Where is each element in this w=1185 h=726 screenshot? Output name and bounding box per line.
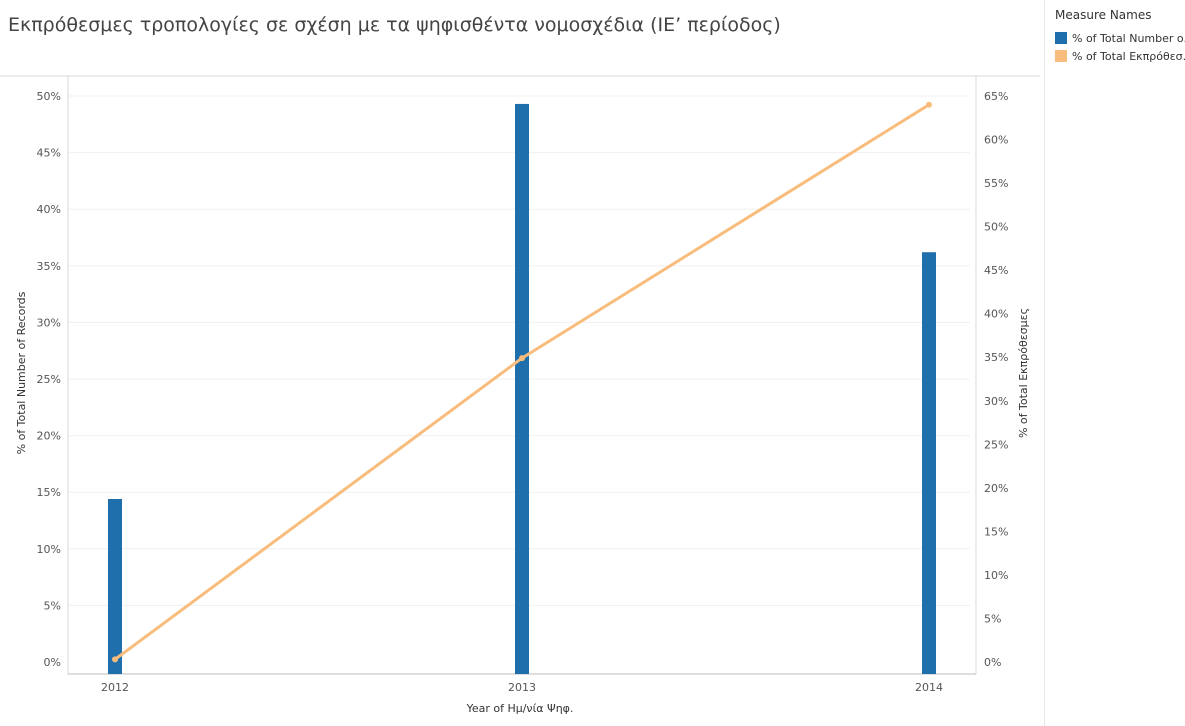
- y-tick-label-right: 15%: [984, 525, 1008, 538]
- y-tick-label-right: 0%: [984, 656, 1001, 669]
- x-axis-title: Year of Ημ/νία Ψηφ.: [466, 702, 574, 715]
- right-axis-ticks: 0% 5% 10% 15% 20% 25% 30% 35% 40% 45% 50% 55% 60% 65%: [984, 90, 1008, 669]
- legend-item-line[interactable]: % of Total Εκπρόθεσ..: [1055, 47, 1185, 65]
- line-point[interactable]: [519, 355, 525, 362]
- chart-title: Εκπρόθεσμες τροπολογίες σε σχέση με τα ψ…: [8, 14, 781, 36]
- line-point[interactable]: [926, 101, 932, 108]
- y-tick-label-left: 10%: [37, 543, 61, 556]
- y-tick-label-left: 0%: [44, 656, 61, 669]
- y-tick-label-right: 35%: [984, 351, 1008, 364]
- legend-swatch-bars: [1055, 32, 1067, 44]
- legend-label-line: % of Total Εκπρόθεσ..: [1072, 49, 1185, 63]
- y-tick-label-right: 20%: [984, 482, 1008, 495]
- y-tick-label-right: 5%: [984, 612, 1001, 625]
- y-tick-label-right: 40%: [984, 308, 1008, 321]
- y-tick-label-right: 55%: [984, 177, 1008, 190]
- y-tick-label-left: 15%: [37, 486, 61, 499]
- y-tick-label-right: 25%: [984, 438, 1008, 451]
- bar[interactable]: [108, 498, 122, 674]
- bar-series: [108, 103, 936, 674]
- y-tick-label-left: 20%: [37, 430, 61, 443]
- y-tick-label-right: 30%: [984, 395, 1008, 408]
- legend-label-bars: % of Total Number o..: [1072, 31, 1185, 45]
- y-tick-label-left: 40%: [37, 203, 61, 216]
- line-series: [112, 101, 932, 663]
- y-tick-label-left: 45%: [37, 147, 61, 160]
- y-tick-label-right: 60%: [984, 134, 1008, 147]
- legend-panel: Measure Names % of Total Number o.. % of…: [1044, 0, 1185, 726]
- chart: 0% 5% 10% 15% 20% 25% 30% 35% 40% 45% 50% 0% 5% 10% 1…: [0, 75, 1040, 715]
- legend-title: Measure Names: [1055, 8, 1152, 22]
- y-tick-label-left: 5%: [44, 599, 61, 612]
- x-tick-label: 2013: [508, 681, 536, 694]
- y-axis-title-left: % of Total Number of Records: [15, 291, 28, 454]
- legend-item-bars[interactable]: % of Total Number o..: [1055, 29, 1185, 47]
- y-tick-label-left: 25%: [37, 373, 61, 386]
- y-tick-label-right: 45%: [984, 264, 1008, 277]
- bar[interactable]: [922, 252, 936, 674]
- y-tick-label-left: 35%: [37, 260, 61, 273]
- x-tick-label: 2014: [915, 681, 943, 694]
- y-tick-label-right: 65%: [984, 90, 1008, 103]
- left-axis-ticks: 0% 5% 10% 15% 20% 25% 30% 35% 40% 45% 50%: [37, 90, 61, 669]
- legend-swatch-line: [1055, 50, 1067, 62]
- y-tick-label-left: 30%: [37, 316, 61, 329]
- bar[interactable]: [515, 103, 529, 674]
- y-tick-label-right: 50%: [984, 221, 1008, 234]
- y-tick-label-right: 10%: [984, 569, 1008, 582]
- legend: Measure Names % of Total Number o.. % of…: [1055, 8, 1185, 98]
- y-axis-title-right: % of Total Εκπρόθεσμες: [1017, 308, 1030, 438]
- line-point[interactable]: [112, 656, 118, 663]
- x-axis-ticks: 2012 2013 2014: [101, 681, 943, 694]
- x-tick-label: 2012: [101, 681, 129, 694]
- y-tick-label-left: 50%: [37, 90, 61, 103]
